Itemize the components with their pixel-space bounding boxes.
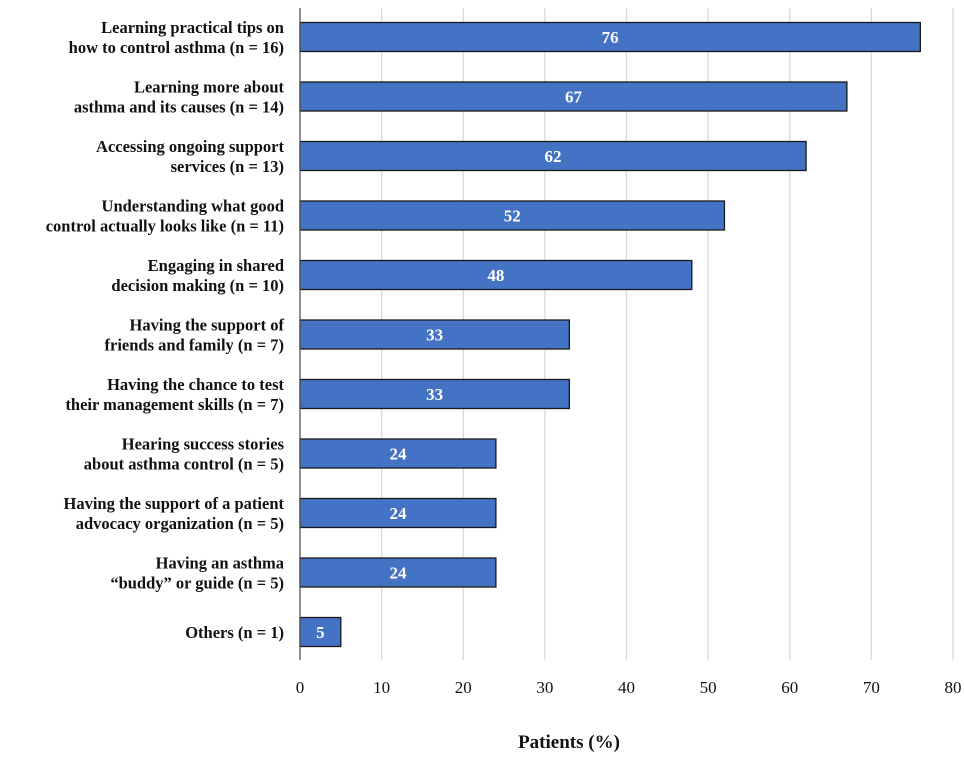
data-label-5: 33 — [426, 326, 443, 345]
bar-1 — [299, 81, 848, 112]
data-label-2: 62 — [545, 147, 562, 166]
x-tick-label-30: 30 — [536, 678, 553, 697]
bar-10 — [299, 616, 342, 648]
category-labels: Learning practical tips on how to control… — [46, 18, 285, 642]
category-label-4: Engaging in shared decision making (n = 1… — [111, 256, 284, 295]
category-label-2: Accessing ongoing support services (n = 1… — [96, 137, 284, 176]
category-label-1: Learning more about asthma and its causes… — [74, 78, 285, 117]
category-label-10: Others (n = 1) — [185, 623, 284, 642]
x-tick-label-40: 40 — [618, 678, 635, 697]
x-tick-label-60: 60 — [781, 678, 798, 697]
category-label-0: Learning practical tips on how to control… — [69, 18, 284, 57]
x-axis-title: Patients (%) — [518, 732, 620, 753]
category-label-7: Hearing success stories about asthma cont… — [84, 435, 285, 474]
category-label-5: Having the support of friends and family … — [105, 316, 285, 355]
category-label-8-line-1: advocacy organization (n = 5) — [76, 514, 284, 533]
bar-8 — [299, 497, 497, 529]
bar-7 — [299, 438, 497, 469]
axis: 0 10 20 30 40 50 60 70 80 — [296, 8, 962, 697]
category-label-7-line-0: Hearing success stories — [122, 435, 285, 454]
category-label-10-line-0: Others (n = 1) — [185, 623, 284, 642]
category-label-3-line-1: control actually looks like (n = 11) — [46, 217, 284, 236]
category-label-4-line-1: decision making (n = 10) — [111, 276, 284, 295]
x-tick-label-20: 20 — [455, 678, 472, 697]
data-label-6: 33 — [426, 385, 443, 404]
category-label-4-line-0: Engaging in shared — [148, 256, 284, 275]
data-label-1: 67 — [565, 88, 583, 107]
x-tick-label-50: 50 — [700, 678, 717, 697]
category-label-3: Understanding what good control actually … — [46, 197, 284, 236]
category-label-0-line-0: Learning practical tips on — [101, 18, 284, 37]
category-label-8-line-0: Having the support of a patient — [64, 494, 285, 513]
x-tick-label-10: 10 — [373, 678, 390, 697]
bar-2 — [299, 140, 807, 172]
x-tick-label-0: 0 — [296, 678, 305, 697]
bar-6 — [299, 378, 571, 410]
category-label-0-line-1: how to control asthma (n = 16) — [69, 38, 284, 57]
data-label-8: 24 — [389, 504, 407, 523]
x-tick-label-80: 80 — [945, 678, 962, 697]
category-label-9-line-0: Having an asthma — [156, 554, 284, 573]
category-label-2-line-0: Accessing ongoing support — [96, 137, 284, 156]
category-label-6-line-1: their management skills (n = 7) — [65, 395, 284, 414]
bars: 76 67 62 52 48 33 33 24 24 24 5 — [299, 21, 921, 648]
bar-5 — [299, 319, 571, 350]
category-label-5-line-1: friends and family (n = 7) — [105, 336, 284, 355]
data-label-9: 24 — [389, 564, 407, 583]
data-label-7: 24 — [389, 445, 407, 464]
category-label-3-line-0: Understanding what good — [102, 197, 284, 216]
data-label-0: 76 — [602, 28, 619, 47]
data-label-10: 5 — [316, 623, 325, 642]
category-label-7-line-1: about asthma control (n = 5) — [84, 455, 284, 474]
category-label-9: Having an asthma “buddy” or guide (n = 5) — [110, 554, 284, 593]
category-label-1-line-0: Learning more about — [134, 78, 285, 97]
data-label-4: 48 — [487, 266, 504, 285]
bar-3 — [299, 200, 726, 231]
category-label-2-line-1: services (n = 13) — [171, 157, 284, 176]
data-label-3: 52 — [504, 207, 521, 226]
bar-9 — [299, 557, 497, 588]
bar-4 — [299, 259, 693, 291]
category-label-6-line-0: Having the chance to test — [107, 375, 284, 394]
category-label-8: Having the support of a patient advocacy … — [64, 494, 285, 533]
category-label-1-line-1: asthma and its causes (n = 14) — [74, 98, 284, 117]
category-label-5-line-0: Having the support of — [130, 316, 285, 335]
category-label-9-line-1: “buddy” or guide (n = 5) — [110, 574, 284, 593]
category-label-6: Having the chance to test their managemen… — [65, 375, 284, 414]
x-tick-label-70: 70 — [863, 678, 880, 697]
